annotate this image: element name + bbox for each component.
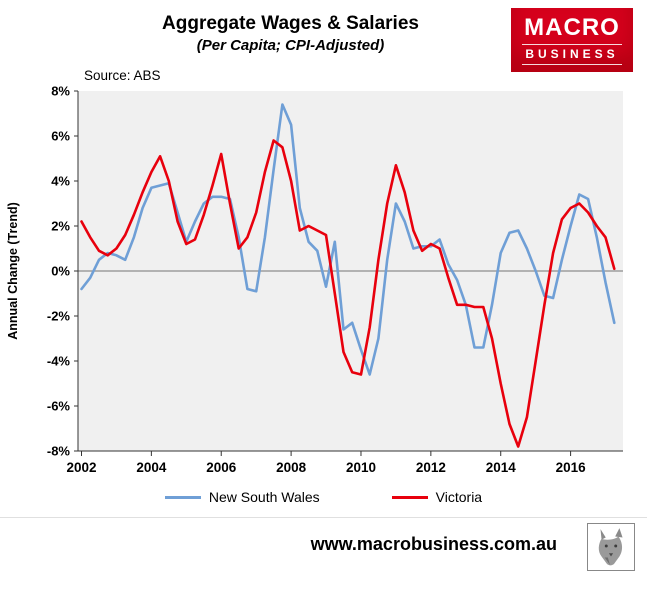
- y-tick-label: -6%: [47, 399, 71, 414]
- chart-legend: New South Wales Victoria: [0, 481, 647, 513]
- x-tick-label: 2012: [416, 460, 446, 475]
- chart-header: Aggregate Wages & Salaries (Per Capita; …: [0, 0, 647, 72]
- y-axis-title: Annual Change (Trend): [6, 202, 20, 340]
- x-tick-label: 2002: [66, 460, 96, 475]
- legend-label-nsw: New South Wales: [208, 489, 320, 505]
- legend-line-victoria: [391, 495, 428, 499]
- legend-line-nsw: [164, 495, 201, 499]
- y-tick-label: 6%: [51, 129, 70, 144]
- y-tick-label: 8%: [51, 84, 70, 99]
- y-tick-label: 4%: [51, 174, 70, 189]
- legend-item-nsw: New South Wales: [164, 489, 320, 505]
- logo-divider-bottom: [521, 64, 623, 65]
- x-tick-label: 2006: [206, 460, 237, 475]
- y-tick-label: -4%: [47, 354, 71, 369]
- legend-label-victoria: Victoria: [435, 489, 483, 505]
- y-tick-label: 0%: [51, 264, 70, 279]
- y-tick-label: -2%: [47, 309, 71, 324]
- source-label: Source: ABS: [84, 68, 161, 83]
- x-tick-label: 2010: [346, 460, 376, 475]
- logo-text-business: BUSINESS: [525, 47, 619, 61]
- series-line-victoria: [80, 139, 616, 448]
- wolf-icon: [598, 528, 623, 566]
- x-tick-label: 2016: [556, 460, 587, 475]
- legend-item-victoria: Victoria: [391, 489, 483, 505]
- wolf-logo-box: [587, 523, 635, 571]
- wages-chart: 8% 6% 4% 2% 0% -2% -4% -6% -8%2002 2004 2006 2008 20…: [6, 84, 623, 475]
- macrobusiness-logo: MACRO BUSINESS: [511, 8, 633, 72]
- footer: www.macrobusiness.com.au: [0, 517, 647, 575]
- logo-divider-top: [521, 44, 623, 45]
- chart-title: Aggregate Wages & Salaries: [162, 13, 419, 34]
- chart-subtitle: (Per Capita; CPI-Adjusted): [196, 37, 385, 54]
- footer-url: www.macrobusiness.com.au: [310, 534, 557, 554]
- y-tick-label: 2%: [51, 219, 70, 234]
- x-tick-label: 2004: [136, 460, 167, 475]
- title-block: Aggregate Wages & Salaries (Per Capita; …: [0, 12, 647, 56]
- logo-text-macro: MACRO: [524, 14, 620, 41]
- x-tick-label: 2008: [276, 460, 307, 475]
- y-tick-label: -8%: [47, 444, 71, 459]
- x-tick-label: 2014: [486, 460, 517, 475]
